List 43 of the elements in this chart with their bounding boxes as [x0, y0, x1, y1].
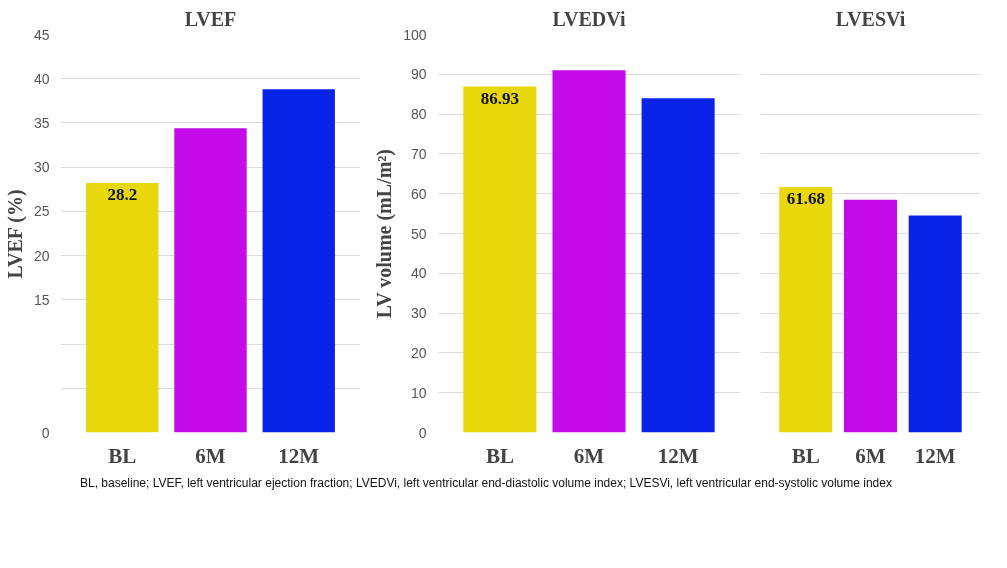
y-tick-label: 70: [410, 145, 427, 162]
bar: [86, 183, 159, 433]
text: BL, baseline; LVEF, left ventricular ejection fraction; LVEDVi, left ventricular end-diastolic volume index; LVESVi, left ventricular end-systolic volume index: [80, 475, 892, 492]
y-tick-label: 35: [33, 114, 50, 131]
x-tick-label: 12M: [657, 443, 699, 468]
bar: [641, 98, 715, 433]
x-tick-label: 6M: [855, 443, 886, 468]
y-tick-label: 60: [410, 185, 427, 202]
data-label: 61.68: [786, 189, 825, 209]
chart-title: LVEF: [184, 7, 237, 30]
y-tick-label: 90: [410, 66, 427, 83]
y-tick-label: 45: [33, 26, 50, 43]
chart-title: LVEDVi: [552, 7, 626, 30]
data-label: 86.93: [480, 88, 520, 108]
bar: [174, 128, 247, 433]
y-tick-label: 10: [410, 384, 427, 401]
y-tick-label: 20: [410, 344, 427, 361]
y-tick-label: 50: [410, 225, 427, 242]
bar: [262, 89, 335, 433]
x-tick-label: 12M: [914, 443, 956, 468]
chart-title: LVESVi: [835, 7, 906, 30]
x-tick-label: 6M: [573, 443, 605, 468]
x-tick-label: BL: [108, 443, 137, 468]
bar: [552, 70, 626, 433]
y-tick-label: 40: [33, 70, 50, 87]
y-tick-label: 30: [33, 159, 50, 176]
data-label: 28.2: [107, 185, 138, 205]
x-tick-label: BL: [791, 443, 820, 468]
x-tick-label: 12M: [278, 443, 320, 468]
y-tick-label: 40: [410, 265, 427, 282]
y-tick-label: 80: [410, 106, 427, 123]
x-tick-label: BL: [485, 443, 514, 468]
y-tick-label: 0: [41, 424, 50, 441]
x-tick-label: 6M: [195, 443, 226, 468]
y-tick-label: 0: [418, 424, 427, 441]
y-tick-label: 25: [33, 203, 50, 220]
y-axis-title: LV volume (mL/m²): [373, 149, 397, 319]
bar: [463, 86, 537, 433]
y-tick-label: 30: [410, 305, 427, 322]
y-tick-label: 15: [33, 291, 50, 308]
y-axis-title: LVEF (%): [3, 189, 27, 279]
y-tick-label: 20: [33, 247, 50, 264]
y-tick-label: 100: [403, 26, 427, 43]
